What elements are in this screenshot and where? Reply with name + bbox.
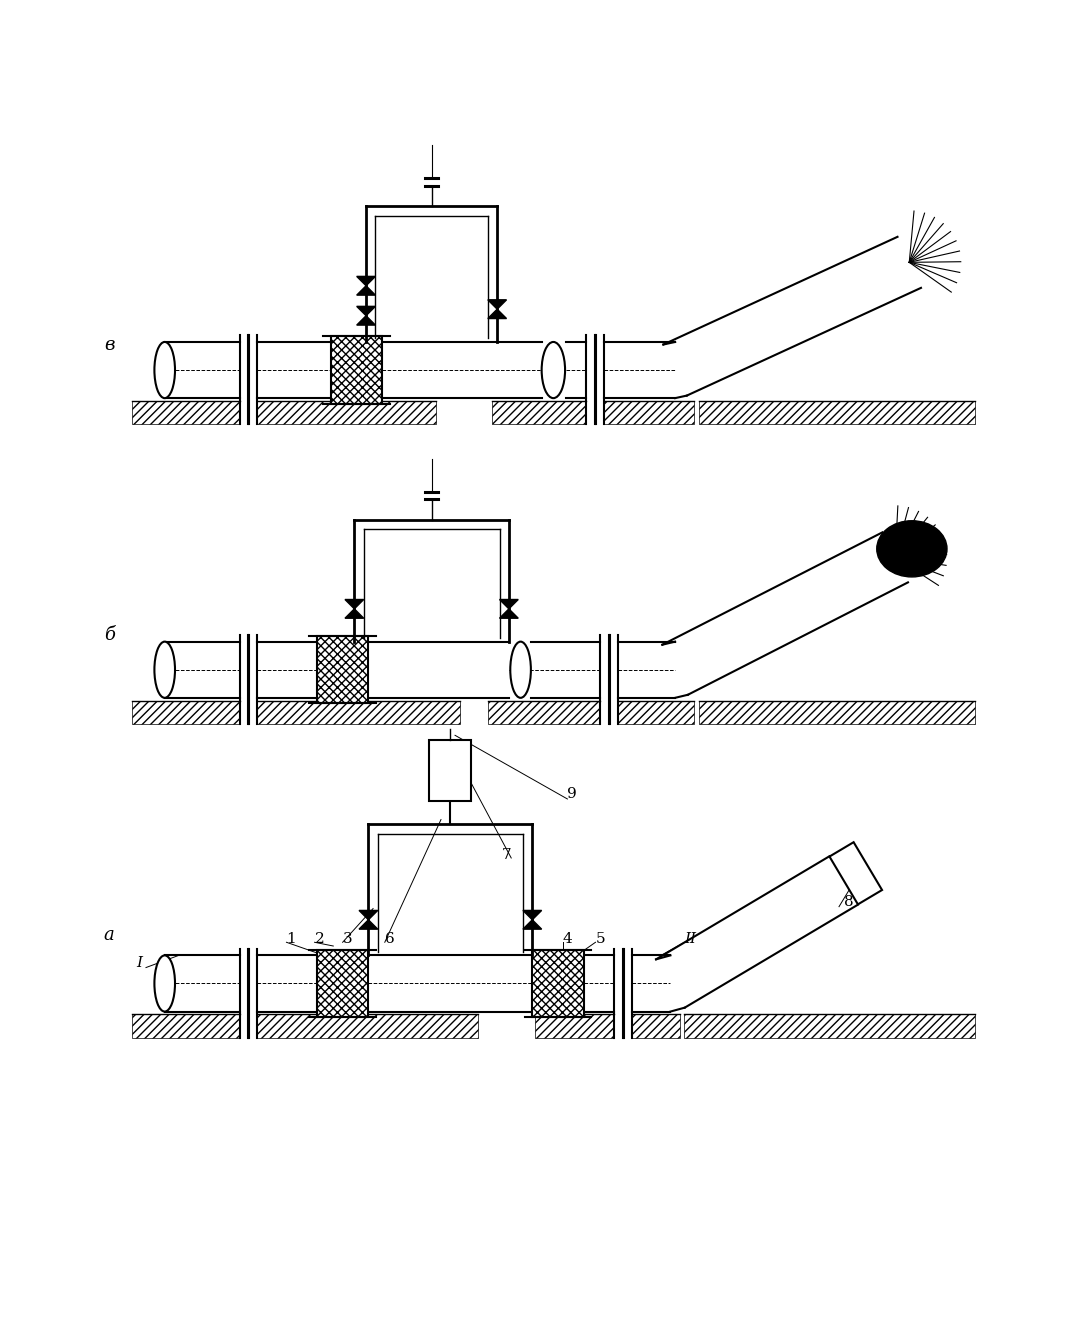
Bar [317,950,369,1017]
Bar [487,701,601,724]
Polygon shape [357,316,375,325]
Text: I: I [137,956,143,969]
Bar [698,400,975,424]
Bar [493,400,586,424]
Text: 6: 6 [385,932,395,947]
Polygon shape [829,842,882,905]
Ellipse shape [154,641,175,698]
Polygon shape [345,599,363,608]
Ellipse shape [154,342,175,398]
Bar [532,950,584,1017]
Text: 4: 4 [562,932,572,947]
Text: а: а [103,926,114,944]
Ellipse shape [877,520,947,577]
Text: 3: 3 [343,932,353,947]
Bar [632,1014,680,1038]
Text: 5: 5 [595,932,605,947]
Bar [331,336,383,404]
Polygon shape [499,599,518,608]
Bar [534,1014,615,1038]
Polygon shape [487,300,507,309]
Text: 9: 9 [568,788,577,801]
Ellipse shape [510,641,531,698]
Bar [430,740,471,801]
Text: II: II [684,932,696,947]
Polygon shape [357,307,375,316]
Bar [618,701,694,724]
Bar [258,400,436,424]
Polygon shape [357,286,375,295]
Bar [604,400,694,424]
Polygon shape [345,608,363,618]
Text: 1: 1 [286,932,296,947]
Bar [132,701,239,724]
Bar [132,400,239,424]
Text: в: в [103,336,114,354]
Bar [698,701,975,724]
Text: 7: 7 [502,848,511,863]
Polygon shape [357,277,375,286]
Polygon shape [523,919,542,930]
Ellipse shape [542,342,565,398]
Text: 8: 8 [843,896,853,909]
Polygon shape [499,608,518,618]
Polygon shape [487,309,507,319]
Bar [684,1014,975,1038]
Polygon shape [523,910,542,919]
Text: 2: 2 [314,932,324,947]
Bar [258,1014,479,1038]
Text: б: б [103,626,115,644]
Bar [258,701,460,724]
Bar [132,1014,239,1038]
Polygon shape [359,910,378,919]
Ellipse shape [154,955,175,1011]
Bar [317,636,369,703]
Polygon shape [359,919,378,930]
